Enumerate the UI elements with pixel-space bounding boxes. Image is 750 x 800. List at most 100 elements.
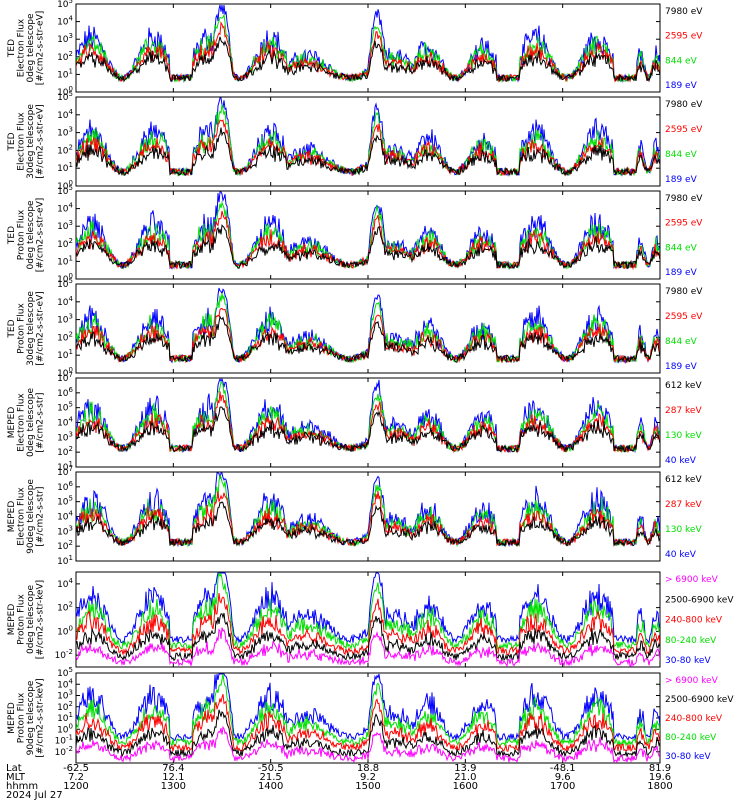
legend-80-240-kev: 80-240 keV xyxy=(665,636,717,646)
y-tick-label: 105 xyxy=(57,90,73,103)
y-axis-label-line: [#/cm2-s-str-eV] xyxy=(36,104,46,179)
y-tick-label: 100 xyxy=(57,624,73,637)
legend-80-240-kev: 80-240 keV xyxy=(665,733,717,743)
legend-130-kev: 130 keV xyxy=(665,525,702,535)
y-tick-label: 103 xyxy=(57,219,73,232)
y-tick-label: 101 xyxy=(57,67,73,80)
y-axis-label-line: TED xyxy=(7,132,17,151)
orbit-footer: Lat MLT hhmm 2024 Jul 27 -62.5 76.4 -50.5 1… xyxy=(6,763,673,800)
y-axis-label-line: [#/cm2-s-str-eV] xyxy=(36,11,46,86)
y-axis-label-line: MEPED xyxy=(7,702,17,734)
series-trace--6900-kev xyxy=(76,725,660,763)
legend-40-kev: 40 keV xyxy=(665,550,697,560)
y-tick-label: 102 xyxy=(57,143,73,156)
footer-hhmm-value: 1700 xyxy=(550,781,575,792)
series-trace-30-80-kev xyxy=(76,572,660,645)
legend--6900-kev: > 6900 keV xyxy=(665,676,719,686)
series-trace-612-kev xyxy=(76,501,660,548)
y-axis-label-line: [#/cm2-s-str] xyxy=(36,486,46,546)
y-axis-label-line: [#/cm2-s-str-eV] xyxy=(36,198,46,273)
footer-mlt-value: 7.2 xyxy=(68,772,84,783)
legend-7980-ev: 7980 eV xyxy=(665,100,703,110)
panel-traces xyxy=(76,287,660,365)
series-trace-7980-ev xyxy=(76,36,660,83)
legend-189-ev: 189 eV xyxy=(665,81,698,91)
legend-189-ev: 189 eV xyxy=(665,175,698,185)
y-tick-label: 102 xyxy=(57,330,73,343)
y-tick-label: 102 xyxy=(57,700,73,713)
y-tick-label: 102 xyxy=(57,539,73,552)
y-tick-label: 103 xyxy=(57,524,73,537)
y-tick-label: 105 xyxy=(57,495,73,508)
y-tick-label: 101 xyxy=(57,554,73,567)
y-tick-label: 102 xyxy=(57,445,73,458)
legend-612-kev: 612 keV xyxy=(665,475,702,485)
footer-lat-value: 76.4 xyxy=(162,763,184,774)
y-axis-label-line: 0deg telescope xyxy=(26,13,36,83)
footer-mlt-value: 9.6 xyxy=(555,772,571,783)
y-tick-label: 107 xyxy=(57,465,73,478)
y-axis-label-line: [#/cm2-s-str] xyxy=(36,392,46,452)
footer-mlt-value: 12.1 xyxy=(162,772,184,783)
y-tick-label: 104 xyxy=(57,295,73,308)
y-tick-label: 10-2 xyxy=(55,648,73,661)
legend-2500-6900-kev: 2500-6900 keV xyxy=(665,695,734,705)
panel-7: 10-2 100 102 104 MEPED Proton Flux 0deg telesc… xyxy=(7,571,734,668)
footer-hhmm-value: 1200 xyxy=(63,781,88,792)
y-tick-label: 107 xyxy=(57,371,73,384)
legend-2595-ev: 2595 eV xyxy=(665,312,703,322)
series-trace-240-800-kev xyxy=(76,694,660,753)
legend-2595-ev: 2595 eV xyxy=(665,219,703,229)
legend-844-ev: 844 eV xyxy=(665,150,698,160)
y-axis-label-line: Proton Flux xyxy=(17,692,27,743)
y-axis-label-line: 90deg telescope xyxy=(26,680,36,755)
legend-30-80-kev: 30-80 keV xyxy=(665,656,711,666)
y-axis-label-line: 90deg telescope xyxy=(26,479,36,554)
footer-mlt-value: 19.6 xyxy=(649,772,671,783)
legend-2595-ev: 2595 eV xyxy=(665,125,703,135)
y-tick-label: 103 xyxy=(57,126,73,139)
panel-traces xyxy=(76,191,660,271)
y-tick-label: 104 xyxy=(57,202,73,215)
footer-lat-value: 13.9 xyxy=(454,763,476,774)
y-tick-label: 101 xyxy=(57,254,73,267)
y-tick-label: 104 xyxy=(57,108,73,121)
y-tick-label: 101 xyxy=(57,460,73,473)
y-axis-label-line: 30deg telescope xyxy=(26,291,36,366)
y-axis-label-line: Electron Flux xyxy=(17,487,27,546)
y-tick-label: 104 xyxy=(57,15,73,28)
panel-traces xyxy=(76,4,660,84)
y-axis-label-line: MEPED xyxy=(7,407,17,439)
y-tick-label: 105 xyxy=(57,666,73,679)
y-axis-label-line: MEPED xyxy=(7,501,17,533)
legend-40-kev: 40 keV xyxy=(665,456,697,466)
footer-hhmm-value: 1400 xyxy=(258,781,283,792)
series-trace-80-240-kev xyxy=(76,572,660,651)
y-tick-label: 100 xyxy=(57,272,73,285)
footer-mlt-value: 9.2 xyxy=(360,772,376,783)
legend-612-kev: 612 keV xyxy=(665,381,702,391)
y-axis-label-line: [#/cm2-s-str-keV] xyxy=(36,678,46,757)
panel-2: 100 101 102 103 104 105 TED Electron Flux 30deg … xyxy=(7,90,703,192)
series-trace-7980-ev xyxy=(76,315,660,364)
footer-row-hhmm-label: hhmm xyxy=(6,781,38,792)
series-trace-7980-ev xyxy=(76,224,660,270)
y-tick-label: 106 xyxy=(57,480,73,493)
legend-287-kev: 287 keV xyxy=(665,500,702,510)
footer-lat-value: -48.1 xyxy=(550,763,576,774)
footer-row-mlt-label: MLT xyxy=(6,772,26,783)
legend-240-800-kev: 240-800 keV xyxy=(665,714,723,724)
legend-844-ev: 844 eV xyxy=(665,243,698,253)
y-axis-label-line: [#/cm2-s-str-keV] xyxy=(36,580,46,659)
footer-hhmm-value: 1800 xyxy=(647,781,672,792)
y-axis-label-line: 0deg telescope xyxy=(26,388,36,458)
y-axis-label-line: Electron Flux xyxy=(17,18,27,77)
y-tick-label: 100 xyxy=(57,722,73,735)
panel-traces xyxy=(76,97,660,177)
y-tick-label: 100 xyxy=(57,366,73,379)
y-tick-label: 106 xyxy=(57,386,73,399)
footer-lat-value: -50.5 xyxy=(258,763,284,774)
y-tick-label: 103 xyxy=(57,430,73,443)
